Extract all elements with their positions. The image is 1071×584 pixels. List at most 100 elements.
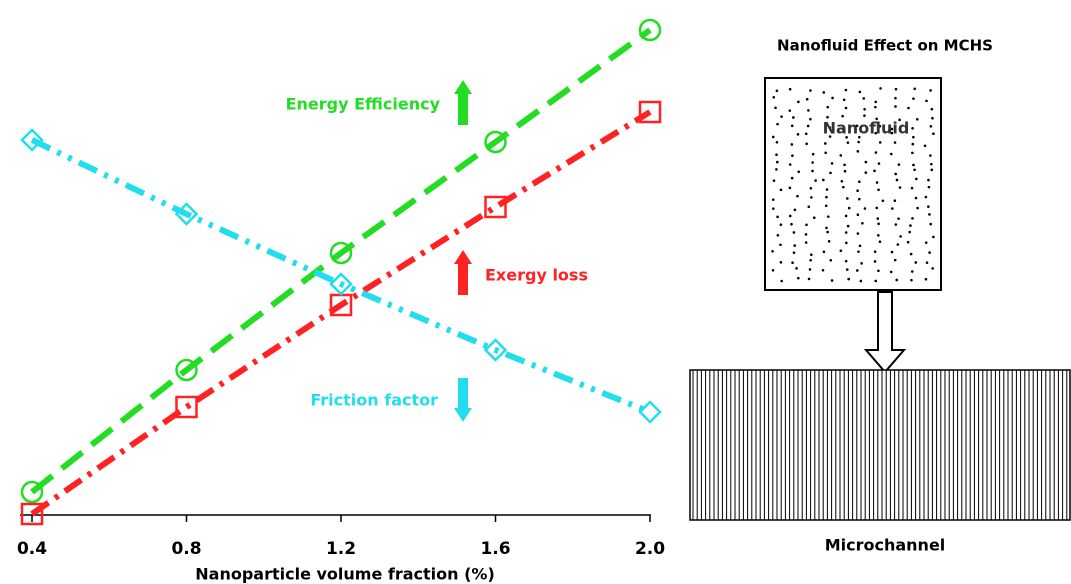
particle xyxy=(773,179,776,182)
particle xyxy=(930,169,933,172)
particle xyxy=(930,125,933,128)
particle xyxy=(897,243,900,246)
particle xyxy=(806,98,809,101)
x-tick-label: 1.6 xyxy=(480,539,510,559)
particle xyxy=(857,141,860,144)
particle xyxy=(861,222,864,225)
particle xyxy=(859,244,862,247)
particle xyxy=(894,105,897,108)
particle xyxy=(860,280,863,283)
particle xyxy=(894,173,897,176)
particle xyxy=(843,98,846,101)
particle xyxy=(827,215,830,218)
particle xyxy=(791,124,794,127)
particle xyxy=(877,234,880,237)
particle xyxy=(930,163,933,166)
particle xyxy=(864,207,867,210)
particle xyxy=(882,199,885,202)
particle xyxy=(825,204,828,207)
particle xyxy=(911,152,914,155)
channel-label: Microchannel xyxy=(825,536,946,555)
particle xyxy=(895,279,898,282)
particle xyxy=(857,250,860,253)
particle xyxy=(929,154,932,157)
particle xyxy=(924,144,927,147)
particle xyxy=(896,179,899,182)
trend-arrow xyxy=(454,250,472,295)
particle xyxy=(843,164,846,167)
particle xyxy=(891,207,894,210)
particle xyxy=(807,205,810,208)
particle xyxy=(822,269,825,272)
particle xyxy=(863,108,866,111)
particle xyxy=(823,250,826,253)
series-label: Energy Efficiency xyxy=(286,95,441,114)
diagram-title: Nanofluid Effect on MCHS xyxy=(777,37,993,55)
particle xyxy=(847,225,850,228)
particle xyxy=(928,186,931,189)
particle xyxy=(911,217,914,220)
x-tick-label: 1.2 xyxy=(326,539,356,559)
particle xyxy=(793,231,796,234)
particle xyxy=(927,179,930,182)
particle xyxy=(874,280,877,283)
particle xyxy=(825,227,828,230)
series-label: Exergy loss xyxy=(485,266,588,285)
particle xyxy=(932,132,935,135)
particle xyxy=(857,150,860,153)
particle xyxy=(776,123,779,126)
particle xyxy=(908,231,911,234)
particle xyxy=(791,154,794,157)
particle xyxy=(916,118,919,121)
particle xyxy=(809,89,812,92)
particle xyxy=(856,189,859,192)
particle xyxy=(899,235,902,238)
marker xyxy=(640,402,660,422)
particle xyxy=(894,97,897,100)
particle xyxy=(780,280,783,283)
particle xyxy=(780,189,783,192)
particle xyxy=(839,154,842,157)
particle xyxy=(898,163,901,166)
particle xyxy=(847,278,850,281)
particle xyxy=(829,172,832,175)
particle xyxy=(925,100,928,103)
particle xyxy=(826,188,829,191)
particle xyxy=(797,170,800,173)
particle xyxy=(805,142,808,145)
particle xyxy=(797,277,800,280)
particle xyxy=(844,170,847,173)
particle xyxy=(841,115,844,118)
particle xyxy=(808,278,811,281)
particle xyxy=(909,224,912,227)
particle xyxy=(809,118,812,121)
fluid-label: Nanofluid xyxy=(823,119,910,138)
particle xyxy=(874,101,877,104)
particle xyxy=(797,133,800,136)
particle xyxy=(805,223,808,226)
particle xyxy=(879,141,882,144)
particle xyxy=(911,143,914,146)
particle xyxy=(865,161,868,164)
particle xyxy=(789,163,792,166)
particle xyxy=(842,186,845,189)
particle xyxy=(830,259,833,262)
particle xyxy=(878,162,881,165)
particle xyxy=(831,162,834,165)
particle xyxy=(805,241,808,244)
particle xyxy=(780,223,783,226)
particle xyxy=(789,215,792,218)
particle xyxy=(780,261,783,264)
particle xyxy=(929,223,932,226)
particle xyxy=(915,178,918,181)
particle xyxy=(890,271,893,274)
particle xyxy=(790,223,793,226)
particle xyxy=(856,269,859,272)
trend-arrow xyxy=(454,80,472,125)
particle xyxy=(931,108,934,111)
particle xyxy=(809,259,812,262)
particle xyxy=(810,187,813,190)
particle xyxy=(863,114,866,117)
particle xyxy=(912,136,915,139)
particle xyxy=(915,261,918,264)
